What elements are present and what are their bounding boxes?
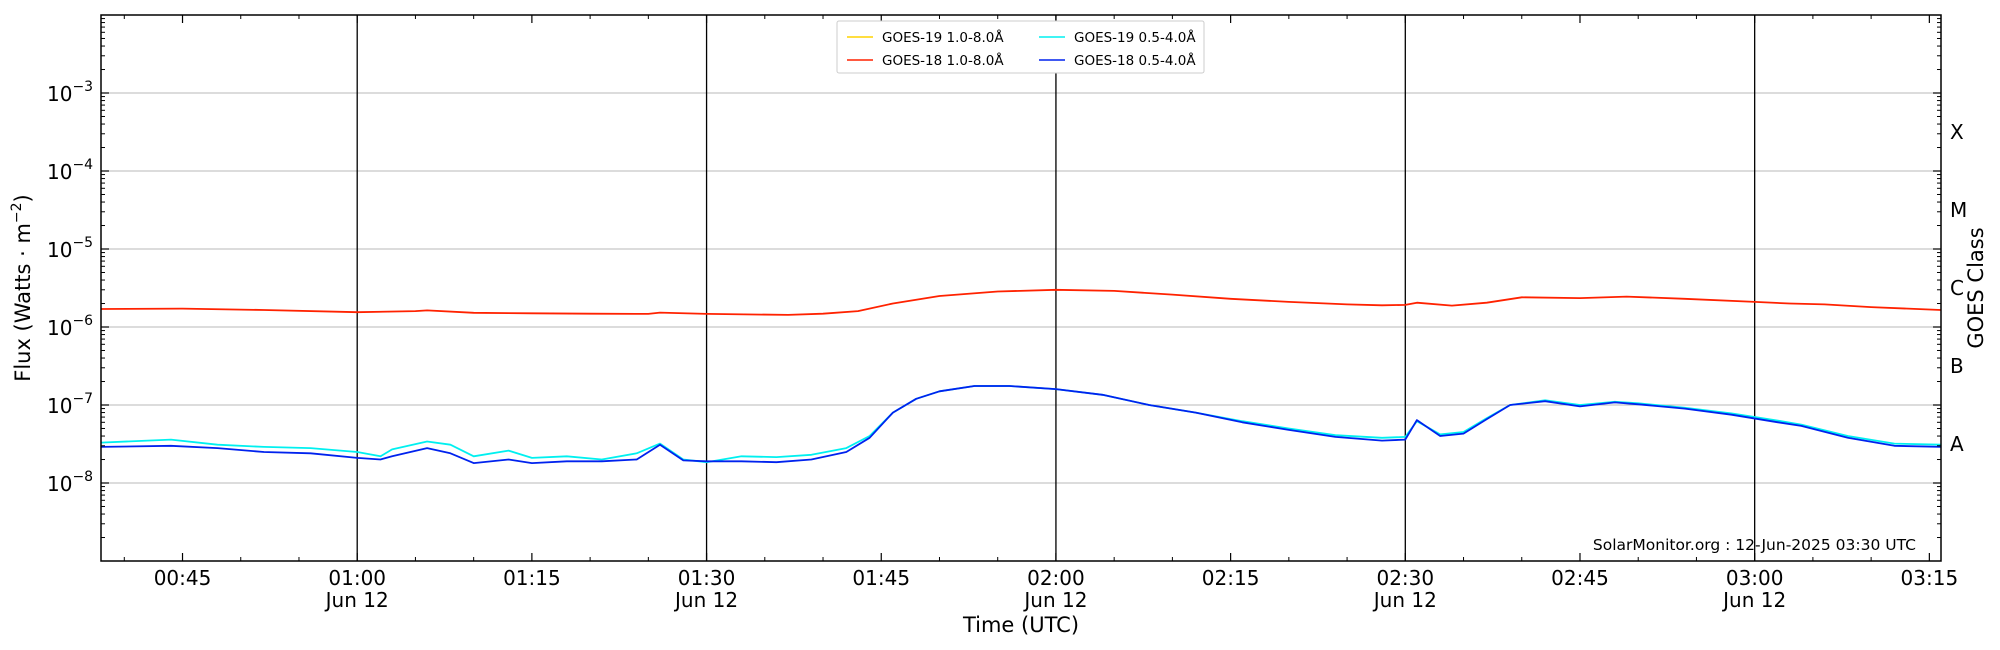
x-tick-label: 03:15 <box>1901 566 1959 590</box>
y-tick-labels: 10−8 10−7 10−6 10−5 10−4 10−3 <box>47 79 93 496</box>
day-vertical-lines <box>356 15 1756 561</box>
legend-label-goes18-long: GOES-18 1.0-8.0Å <box>882 52 1004 69</box>
x-tick-label: 01:15 <box>503 566 561 590</box>
legend-label-goes18-short: GOES-18 0.5-4.0Å <box>1074 52 1196 69</box>
legend-label-goes19-short: GOES-19 0.5-4.0Å <box>1074 29 1196 46</box>
goes-class-label: B <box>1950 354 1964 378</box>
x-tick-label: 01:30 <box>678 566 736 590</box>
y-tick-label: 10−4 <box>47 157 93 184</box>
credit-text: SolarMonitor.org : 12-Jun-2025 03:30 UTC <box>1593 536 1916 554</box>
goes-class-label: M <box>1950 198 1967 222</box>
x-tick-date-label: Jun 12 <box>1372 588 1437 612</box>
x-tick-date-label: Jun 12 <box>1022 588 1087 612</box>
x-tick-date-label: Jun 12 <box>1721 588 1786 612</box>
x-tick-label: 02:15 <box>1202 566 1260 590</box>
plot-frame <box>100 14 1942 562</box>
legend: GOES-19 1.0-8.0Å GOES-19 0.5-4.0Å GOES-1… <box>836 20 1205 74</box>
y-axis-title: Flux (Watts · m−2) <box>9 194 35 382</box>
y-tick-label: 10−7 <box>47 391 93 418</box>
right-axis-title: GOES Class <box>1964 227 1988 348</box>
x-tick-label: 03:00 <box>1726 566 1784 590</box>
x-axis-title: Time (UTC) <box>962 613 1079 637</box>
y-tick-label: 10−8 <box>47 469 93 496</box>
x-tick-date-label: Jun 12 <box>673 588 738 612</box>
x-tick-label: 00:45 <box>154 566 212 590</box>
y-tick-label: 10−3 <box>47 79 93 106</box>
grid-lines <box>101 92 1941 484</box>
x-tick-label: 01:00 <box>328 566 386 590</box>
goes-class-label: C <box>1950 276 1964 300</box>
x-tick-label: 02:00 <box>1027 566 1085 590</box>
x-tick-label: 01:45 <box>852 566 910 590</box>
axis-ticks <box>101 15 1941 561</box>
y-tick-label: 10−6 <box>47 313 93 340</box>
x-tick-label: 02:45 <box>1551 566 1609 590</box>
series-lines <box>100 288 1942 465</box>
legend-box <box>836 20 1205 74</box>
y-tick-label: 10−5 <box>47 235 93 262</box>
goes-class-label: X <box>1950 120 1964 144</box>
series-line <box>100 288 1942 316</box>
goes-class-label: A <box>1950 432 1964 456</box>
goes-class-labels: A B C M X <box>1950 120 1967 456</box>
legend-label-goes19-long: GOES-19 1.0-8.0Å <box>882 29 1004 46</box>
x-tick-label: 02:30 <box>1376 566 1434 590</box>
x-tick-date-label: Jun 12 <box>324 588 389 612</box>
series-line <box>100 385 1942 465</box>
